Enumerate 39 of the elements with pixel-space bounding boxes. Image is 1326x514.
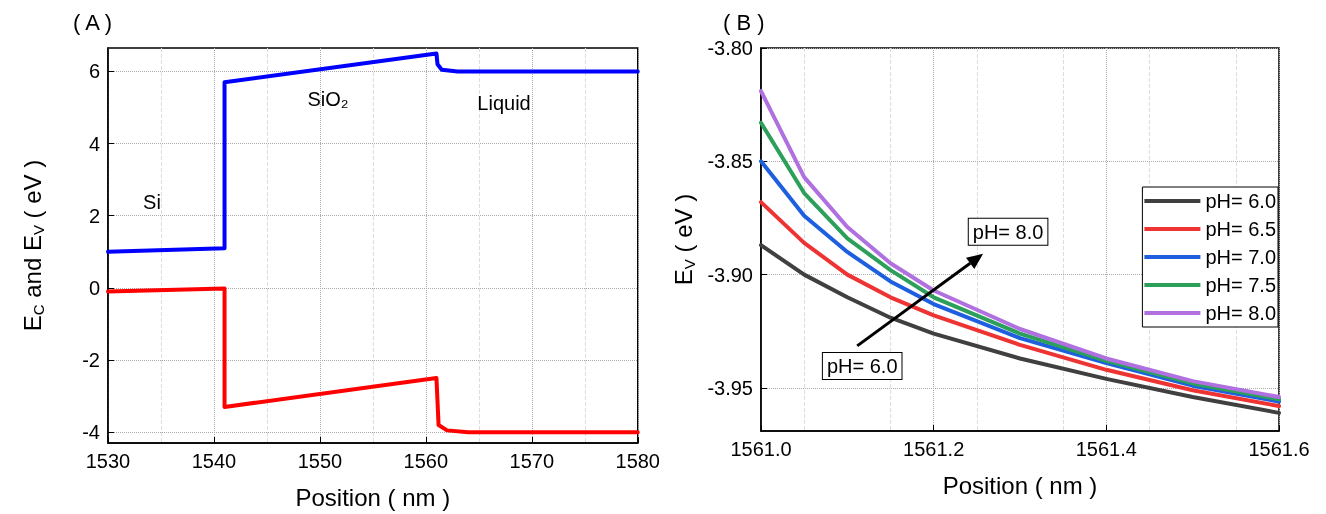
y-tick-label: 4 xyxy=(88,132,100,155)
x-axis-title: Position ( nm ) xyxy=(295,483,451,511)
x-tick-label: 1561.0 xyxy=(730,438,792,460)
x-tick-label: 1540 xyxy=(191,450,237,472)
y-axis-title: EV ( eV ) xyxy=(669,193,698,286)
legend-label: pH= 6.0 xyxy=(1205,190,1276,212)
x-tick-label: 1580 xyxy=(615,450,660,472)
annotation: SiO₂ xyxy=(307,88,349,111)
x-tick-label: 1561.2 xyxy=(903,438,965,460)
line-series xyxy=(106,51,640,254)
x-tick-label: 1530 xyxy=(85,450,131,472)
chart-title: ( B ) xyxy=(723,9,765,35)
y-tick-label: 0 xyxy=(88,276,100,299)
y-tick-label: -4 xyxy=(82,421,100,444)
y-tick-label: -3.85 xyxy=(707,150,753,173)
legend-label: pH= 7.0 xyxy=(1205,246,1276,268)
line-series xyxy=(106,286,640,435)
legend-label: pH= 6.5 xyxy=(1205,218,1276,240)
x-axis-title: Position ( nm ) xyxy=(942,471,1098,499)
y-tick-label: -3.80 xyxy=(707,37,753,59)
x-tick-label: 1561.4 xyxy=(1075,438,1137,460)
legend-label: pH= 7.5 xyxy=(1205,274,1276,296)
annotation: pH= 8.0 xyxy=(972,220,1044,243)
y-tick-label: -3.90 xyxy=(707,263,753,286)
legend-label: pH= 8.0 xyxy=(1205,302,1276,324)
x-tick-label: 1570 xyxy=(509,450,555,472)
y-tick-label: -2 xyxy=(82,349,100,372)
y-tick-label: -3.95 xyxy=(707,376,753,399)
x-tick-label: 1560 xyxy=(403,450,449,472)
x-tick-label: 1561.6 xyxy=(1248,438,1310,460)
y-tick-label: 2 xyxy=(88,204,100,227)
annotation: Si xyxy=(143,191,161,214)
y-axis-title: EC and EV ( eV ) xyxy=(19,159,47,332)
annotation: Liquid xyxy=(477,92,531,115)
line-series xyxy=(758,243,1281,415)
annotation: pH= 6.0 xyxy=(826,354,898,377)
chart-title: ( A ) xyxy=(73,9,113,35)
x-tick-label: 1550 xyxy=(297,450,343,472)
y-tick-label: 6 xyxy=(88,60,100,83)
